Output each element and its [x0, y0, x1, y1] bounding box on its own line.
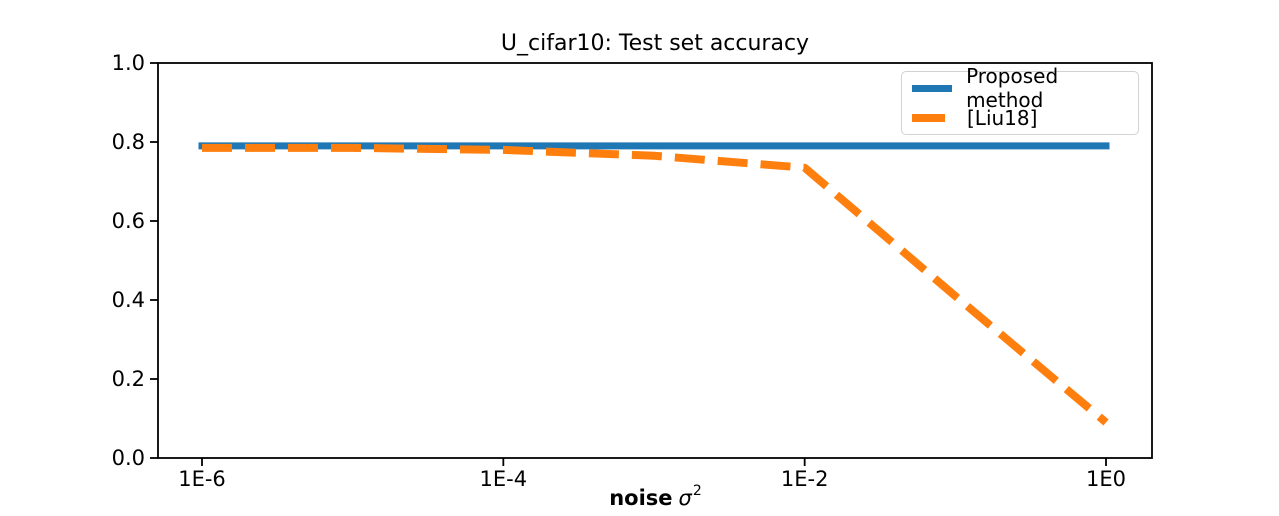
- chart-title: U_cifar10: Test set accuracy: [500, 31, 810, 56]
- x-tick-label-1E-4: 1E-4: [480, 467, 528, 491]
- x-axis-label-word: noise: [609, 486, 673, 510]
- y-tick-label-0.8: 0.8: [112, 130, 145, 154]
- y-tick-label-0.4: 0.4: [112, 288, 145, 312]
- axes-spines: [157, 62, 1153, 459]
- x-axis-label-sigma-squared: σ2: [678, 483, 702, 510]
- legend-label-liu18: [Liu18]: [967, 105, 1038, 130]
- y-tick-label-0.6: 0.6: [112, 209, 145, 233]
- x-tick-label-1E-2: 1E-2: [781, 467, 829, 491]
- legend-line-swatch-proposed: [912, 84, 952, 92]
- y-tick-label-0.2: 0.2: [112, 367, 145, 391]
- series-line-liu18: [202, 143, 1109, 426]
- legend: Proposed method [Liu18]: [901, 64, 1139, 135]
- sigma-exponent: 2: [692, 483, 702, 499]
- sigma-symbol: σ: [678, 486, 692, 510]
- y-tick-label-1.0: 1.0: [112, 51, 145, 75]
- legend-handle-box: [912, 84, 955, 92]
- x-tick-label-1E0: 1E0: [1086, 467, 1126, 491]
- x-tick-label-1E-6: 1E-6: [178, 467, 226, 491]
- legend-item-liu18: [Liu18]: [912, 104, 1138, 131]
- legend-line-swatch-liu18: [912, 113, 945, 122]
- legend-item-proposed-method: Proposed method: [912, 64, 1138, 112]
- legend-label-proposed: Proposed method: [966, 64, 1059, 113]
- x-axis-label: noise σ2: [158, 483, 1152, 510]
- legend-handle-box: [912, 113, 956, 122]
- y-tick-label-0.0: 0.0: [112, 446, 145, 470]
